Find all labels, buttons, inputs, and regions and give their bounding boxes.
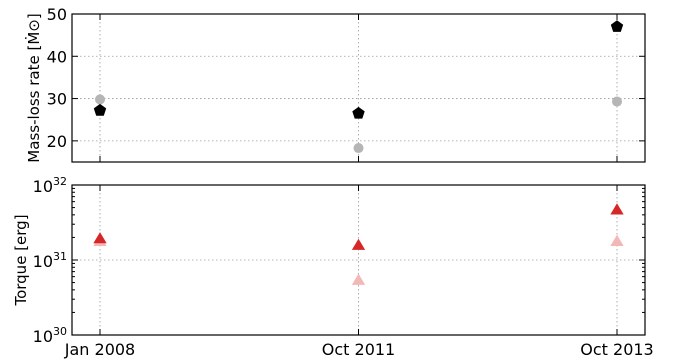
data-point: [351, 238, 366, 250]
plot-frame: [71, 184, 646, 336]
data-point: [351, 273, 366, 285]
y-tick-label: 20: [47, 132, 67, 151]
y-axis-label: Mass-loss rate [Ṁ⊙]: [24, 13, 43, 162]
plot-frame: [71, 13, 646, 163]
data-point: [610, 203, 624, 215]
data-point: [610, 234, 624, 246]
x-tick-label: Oct 2011: [322, 340, 395, 359]
y-tick-label: 30: [47, 90, 67, 109]
data-point: [612, 96, 622, 107]
data-point: [353, 143, 364, 154]
x-tick-label: Oct 2013: [580, 340, 653, 359]
y-axis-label: Torque [erg]: [12, 214, 30, 306]
x-tick-label: Jan 2008: [64, 340, 135, 359]
y-tick-label: 40: [47, 47, 67, 66]
data-point: [352, 106, 365, 119]
data-point: [95, 94, 105, 105]
data-point: [93, 103, 107, 116]
y-tick-label: 1030: [33, 325, 67, 346]
data-point: [610, 20, 624, 32]
y-tick-label: 1032: [33, 175, 67, 196]
data-point: [93, 232, 107, 244]
y-tick-label: 1031: [33, 250, 67, 271]
y-tick-label: 50: [47, 5, 67, 24]
